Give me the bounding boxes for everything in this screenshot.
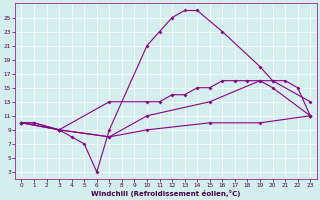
X-axis label: Windchill (Refroidissement éolien,°C): Windchill (Refroidissement éolien,°C): [91, 190, 241, 197]
